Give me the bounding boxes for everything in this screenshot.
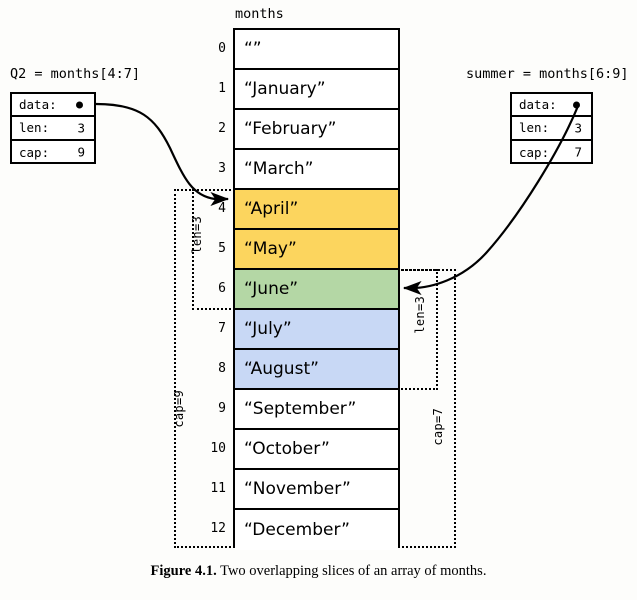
summer-field-len: len: 3 [512, 117, 591, 141]
array-index: 5 [218, 240, 226, 256]
figure-number: Figure 4.1. [150, 563, 217, 579]
array-index: 7 [218, 320, 226, 336]
array-index: 11 [210, 480, 226, 496]
array-index: 0 [218, 40, 226, 56]
array-cell: “October” [235, 430, 398, 470]
summer-field-data-label: data: [519, 97, 557, 113]
array-index: 10 [210, 440, 226, 456]
q2-field-len: len: 3 [12, 117, 94, 141]
summer-len-bracket-label: len=3 [413, 296, 427, 334]
array-index: 12 [210, 520, 226, 536]
array-label: months [235, 6, 284, 22]
array-index: 4 [218, 200, 226, 216]
figure-caption-text: Two overlapping slices of an array of mo… [220, 563, 487, 579]
q2-field-data: data: [12, 94, 94, 118]
array-index: 8 [218, 360, 226, 376]
q2-field-cap: cap: 9 [12, 141, 94, 164]
q2-slice-header: data: len: 3 cap: 9 [10, 92, 96, 164]
q2-field-data-label: data: [19, 97, 57, 113]
q2-field-cap-value: 9 [77, 144, 85, 160]
q2-field-len-value: 3 [77, 120, 85, 136]
q2-len-bracket-label: len=3 [190, 216, 204, 254]
summer-data-pointer-dot [573, 101, 580, 109]
array-cell: “December” [235, 510, 398, 550]
q2-slice-caption: Q2 = months[4:7] [10, 66, 141, 82]
summer-slice-header: data: len: 3 cap: 7 [510, 92, 593, 164]
array-cell: “January” [235, 70, 398, 110]
summer-field-cap-label: cap: [519, 144, 550, 160]
array-cell: “July” [235, 310, 398, 350]
array-cell: “March” [235, 150, 398, 190]
array-index: 6 [218, 280, 226, 296]
summer-cap-bracket-label: cap=7 [431, 408, 445, 446]
array-cell: “November” [235, 470, 398, 510]
array-index: 9 [218, 400, 226, 416]
figure-caption: Figure 4.1. Two overlapping slices of an… [0, 563, 637, 580]
summer-slice-caption: summer = months[6:9] [466, 66, 629, 82]
q2-field-cap-label: cap: [19, 144, 50, 160]
array-index: 1 [218, 80, 226, 96]
array-cell: “April” [235, 190, 398, 230]
q2-data-pointer-dot [76, 101, 83, 109]
array-cell: “September” [235, 390, 398, 430]
summer-field-len-value: 3 [574, 120, 582, 136]
array-cell: “February” [235, 110, 398, 150]
array-cell: “June” [235, 270, 398, 310]
array-index: 2 [218, 120, 226, 136]
summer-field-cap: cap: 7 [512, 141, 591, 164]
array-index: 3 [218, 160, 226, 176]
array-cell: “August” [235, 350, 398, 390]
q2-cap-bracket-label: cap=9 [172, 390, 186, 428]
months-array: “” “January” “February” “March” “April” “May”… [233, 28, 400, 550]
array-cell: “” [235, 30, 398, 70]
summer-field-cap-value: 7 [574, 144, 582, 160]
array-cell: “May” [235, 230, 398, 270]
summer-field-data: data: [512, 94, 591, 118]
q2-field-len-label: len: [19, 120, 50, 136]
summer-field-len-label: len: [519, 120, 550, 136]
